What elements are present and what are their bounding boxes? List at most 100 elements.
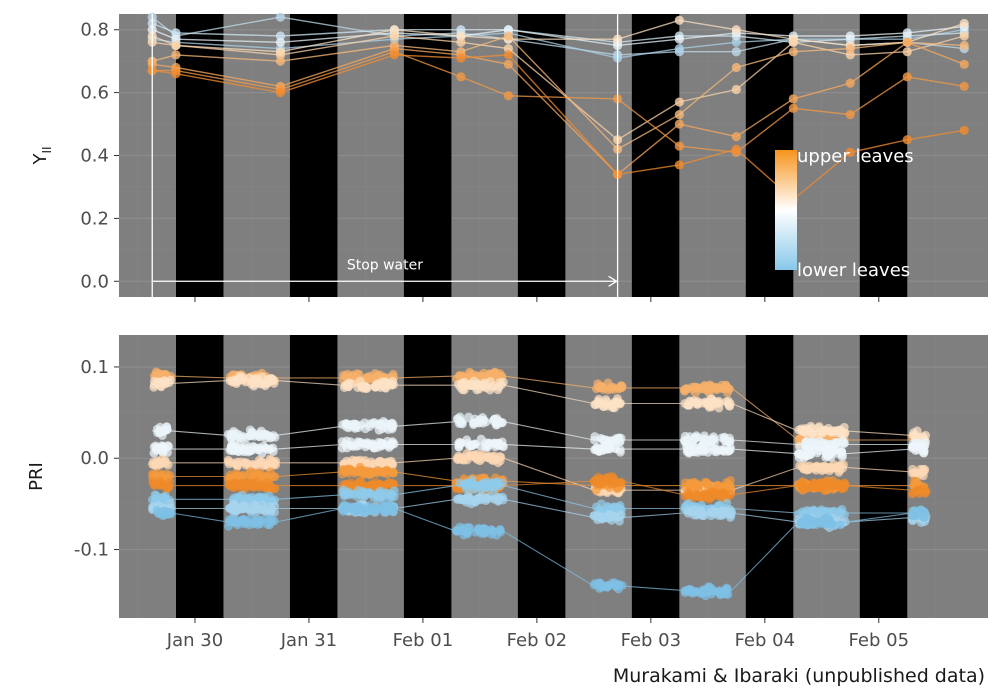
bottom-data-point <box>599 384 609 394</box>
bottom-data-point <box>494 438 504 448</box>
top-data-point <box>788 103 798 113</box>
top-data-point <box>959 40 969 51</box>
top-data-point <box>456 53 466 63</box>
top-night-band <box>289 14 338 297</box>
bottom-data-point <box>831 480 841 490</box>
bottom-data-point <box>455 437 464 447</box>
bottom-data-point <box>715 588 725 597</box>
top-data-point <box>731 25 741 35</box>
bottom-data-point <box>805 483 815 493</box>
top-data-point <box>674 34 684 44</box>
bottom-data-point <box>270 472 280 482</box>
top-data-point <box>959 125 969 135</box>
bottom-data-point <box>249 460 259 469</box>
bottom-night-band <box>517 335 566 618</box>
bottom-data-point <box>593 476 603 486</box>
bottom-night-band <box>859 335 908 618</box>
bottom-data-point <box>698 588 708 597</box>
top-data-point <box>503 50 513 60</box>
bottom-data-point <box>383 425 393 434</box>
bottom-data-point <box>492 413 502 423</box>
x-tick-label: Jan 30 <box>166 630 223 651</box>
bottom-data-point <box>357 381 366 391</box>
bottom-data-point <box>379 467 389 476</box>
bottom-data-point <box>475 456 485 466</box>
bottom-data-point <box>382 458 392 468</box>
bottom-data-point <box>680 386 690 396</box>
top-data-point <box>275 37 286 47</box>
bottom-data-point <box>339 465 349 475</box>
bottom-data-point <box>911 446 920 455</box>
bottom-data-point <box>465 440 475 449</box>
bottom-data-point <box>254 481 264 490</box>
bottom-data-point <box>341 419 351 428</box>
bottom-data-point <box>224 521 233 531</box>
bottom-data-point <box>248 441 258 451</box>
bottom-data-point <box>452 453 462 463</box>
top-data-point <box>456 72 466 82</box>
bottom-data-point <box>265 502 274 512</box>
bottom-data-point <box>807 429 817 439</box>
bottom-data-point <box>164 378 174 388</box>
bottom-data-point <box>357 505 367 515</box>
bottom-data-point <box>240 458 249 467</box>
top-data-point <box>171 50 181 60</box>
top-night-band <box>631 14 680 297</box>
bottom-data-point <box>270 507 279 517</box>
bottom-data-point <box>223 455 233 465</box>
top-y-tick-label: 0.4 <box>80 146 109 167</box>
top-data-point <box>788 37 798 47</box>
top-data-point <box>275 31 286 41</box>
top-data-point <box>845 147 855 157</box>
bottom-data-point <box>357 466 366 476</box>
bottom-data-point <box>711 445 721 455</box>
bottom-data-point <box>379 505 388 515</box>
top-data-point <box>902 47 912 57</box>
bottom-data-point <box>464 412 473 422</box>
top-data-point <box>456 31 466 41</box>
bottom-data-point <box>455 417 465 427</box>
bottom-series-9 <box>152 498 929 601</box>
bottom-data-point <box>691 587 701 597</box>
top-data-point <box>674 160 684 170</box>
top-data-point <box>171 28 181 38</box>
bottom-data-point <box>724 384 734 394</box>
bottom-data-point <box>700 477 710 487</box>
bottom-data-point <box>684 585 694 595</box>
bottom-data-point <box>725 510 735 519</box>
x-tick-label: Feb 05 <box>849 630 910 651</box>
bottom-data-point <box>462 528 472 538</box>
bottom-data-point <box>700 489 710 499</box>
bottom-data-point <box>827 446 836 456</box>
bottom-data-point <box>694 445 704 455</box>
bottom-data-point <box>802 520 812 530</box>
bottom-data-point <box>149 457 158 467</box>
top-panel: 0.0 0.2 0.4 0.6 0.8 Stop water upper leaves low… <box>30 12 988 302</box>
bottom-data-point <box>229 505 239 515</box>
bottom-data-point <box>239 447 249 457</box>
top-data-point <box>389 25 400 35</box>
bottom-series-1 <box>149 371 931 445</box>
top-data-point <box>902 135 912 145</box>
bottom-data-point <box>704 401 714 411</box>
bottom-data-point <box>229 514 239 524</box>
top-night-band <box>403 14 452 297</box>
bottom-data-point <box>601 513 611 522</box>
top-y-tick-label: 0.2 <box>80 208 109 229</box>
bottom-data-point <box>820 425 830 435</box>
x-tick-label: Feb 04 <box>735 630 796 651</box>
top-data-point <box>674 119 684 129</box>
bottom-y-tick-label: -0.1 <box>74 540 109 561</box>
top-data-point <box>959 31 969 41</box>
bottom-data-point <box>723 399 733 409</box>
bottom-data-point <box>797 478 807 487</box>
top-data-point <box>845 50 855 60</box>
bottom-data-point <box>243 493 253 503</box>
bottom-data-point <box>388 479 398 488</box>
top-y-tick-label: 0.8 <box>80 20 109 41</box>
top-data-point <box>731 144 741 154</box>
top-data-point <box>902 72 912 82</box>
bottom-y-tick-label: 0.0 <box>80 448 109 469</box>
top-data-point <box>959 18 969 29</box>
bottom-data-point <box>474 418 483 428</box>
